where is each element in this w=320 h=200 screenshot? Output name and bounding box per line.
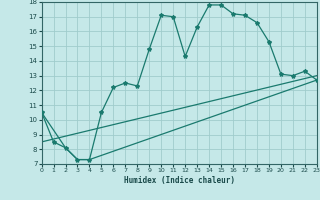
X-axis label: Humidex (Indice chaleur): Humidex (Indice chaleur) [124,176,235,185]
